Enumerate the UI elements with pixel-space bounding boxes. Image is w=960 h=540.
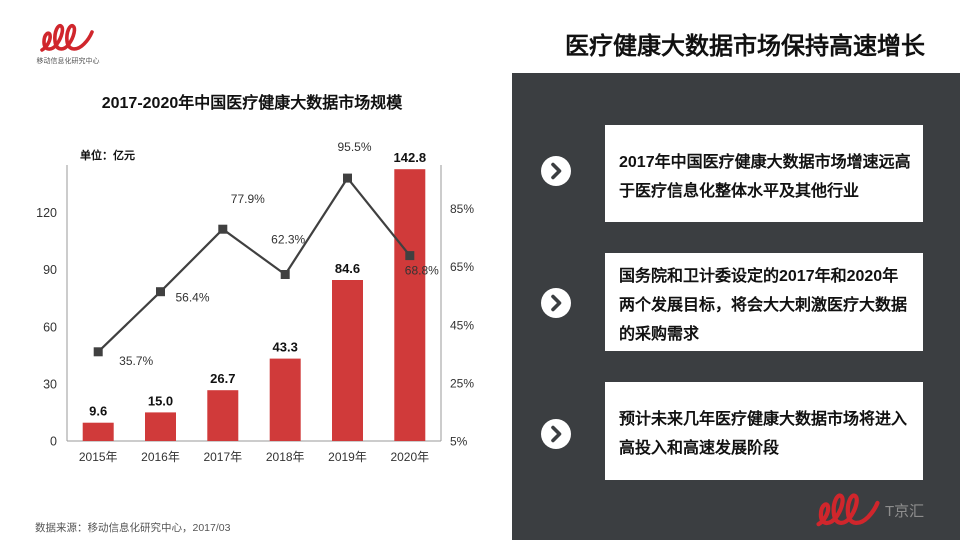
slide-title: 医疗健康大数据市场保持高速增长 xyxy=(565,33,925,60)
bar-value-label: 26.7 xyxy=(210,371,235,386)
growth-rate-label: 95.5% xyxy=(337,140,371,154)
bar-value-label: 15.0 xyxy=(148,393,173,408)
market-size-chart: 0 30 60 90 120 5% 25% 45% 65% 85% 2015年 2016年 2017年 2… xyxy=(36,140,474,464)
y-right-tick-label: 85% xyxy=(450,202,474,216)
chart-unit-label: 单位：亿元 xyxy=(80,150,135,162)
growth-rate-marker xyxy=(405,251,415,261)
market-size-bar xyxy=(394,169,426,441)
y-left-tick-label: 90 xyxy=(43,263,57,277)
x-tick-label: 2019年 xyxy=(328,450,367,464)
brand-logo-caption: 移动信息化研究中心 xyxy=(36,58,100,65)
brand-logo-icon xyxy=(816,493,880,527)
chevron-right-icon xyxy=(541,419,571,449)
y-left-tick-label: 30 xyxy=(43,377,57,391)
bar-value-label: 84.6 xyxy=(335,261,360,276)
y-right-tick-label: 5% xyxy=(450,435,468,449)
y-left-tick-label: 120 xyxy=(36,206,57,220)
right-panel: 2017年中国医疗健康大数据市场增速远高 于医疗信息化整体水平及其他行业 国务院… xyxy=(512,73,960,540)
bullet-1 xyxy=(541,156,571,186)
growth-rate-marker xyxy=(280,270,290,279)
market-size-bar xyxy=(207,390,239,441)
bar-value-label: 43.3 xyxy=(273,340,298,355)
watermark-text: T京汇 xyxy=(885,503,925,520)
growth-rate-marker xyxy=(218,224,228,234)
y-right-tick-label: 65% xyxy=(450,260,474,274)
growth-rate-line xyxy=(97,177,411,353)
axes: 0 30 60 90 120 5% 25% 45% 65% 85% 2015年 2016年 2017年 2… xyxy=(36,165,474,464)
growth-rate-label: 68.8% xyxy=(405,264,439,278)
info-line: 于医疗信息化整体水平及其他行业 xyxy=(619,182,860,200)
market-size-bar xyxy=(82,422,114,441)
market-size-bar xyxy=(145,412,176,441)
info-line: 2017年中国医疗健康大数据市场增速远高 xyxy=(619,153,911,171)
info-box-1: 2017年中国医疗健康大数据市场增速远高 于医疗信息化整体水平及其他行业 xyxy=(605,125,923,222)
growth-rate-label: 77.9% xyxy=(231,192,265,206)
growth-rate-label: 62.3% xyxy=(271,233,305,247)
bar-value-label: 142.8 xyxy=(394,150,427,165)
growth-rate-line-series xyxy=(93,173,415,357)
x-tick-label: 2017年 xyxy=(203,450,242,464)
info-box-3: 预计未来几年医疗健康大数据市场将进入 高投入和高速发展阶段 xyxy=(605,382,923,480)
growth-rate-label: 35.7% xyxy=(119,354,153,368)
bar-value-label: 9.6 xyxy=(89,404,107,419)
y-right-tick-label: 25% xyxy=(450,376,474,390)
market-size-bar xyxy=(332,280,363,441)
info-line: 两个发展目标，将会大大刺激医疗大数据 xyxy=(619,296,908,314)
brand-logo-icon xyxy=(40,23,94,52)
x-tick-label: 2015年 xyxy=(79,450,118,464)
market-size-bar xyxy=(269,358,301,441)
bullet-3 xyxy=(541,419,571,449)
growth-rate-marker xyxy=(343,173,352,183)
y-left-tick-label: 60 xyxy=(43,320,57,334)
y-left-tick-label: 0 xyxy=(50,435,57,449)
watermark-logo: T京汇 xyxy=(815,488,935,534)
data-labels: 9.6 15.0 26.7 43.3 84.6 142.8 35.7% 56.4% 77.9% 6… xyxy=(89,140,439,419)
growth-rate-label: 56.4% xyxy=(175,291,209,305)
chevron-right-icon xyxy=(541,288,571,318)
y-right-tick-label: 45% xyxy=(450,318,474,332)
bullet-2 xyxy=(541,288,571,318)
chart-title: 2017-2020年中国医疗健康大数据市场规模 xyxy=(101,95,403,112)
chevron-right-icon xyxy=(541,156,571,186)
brand-logo: 移动信息化研究中心 xyxy=(32,18,104,70)
info-box-2: 国务院和卫计委设定的2017年和2020年 两个发展目标，将会大大刺激医疗大数据… xyxy=(605,253,923,351)
info-line: 高投入和高速发展阶段 xyxy=(619,440,780,457)
x-tick-label: 2020年 xyxy=(390,450,429,464)
growth-rate-marker xyxy=(93,347,103,357)
data-source-note: 数据来源：移动信息化研究中心，2017/03 xyxy=(35,522,231,534)
info-line: 预计未来几年医疗健康大数据市场将进入 xyxy=(619,411,908,428)
info-line: 的采购需求 xyxy=(619,325,700,343)
market-size-bars xyxy=(82,169,426,441)
info-line: 国务院和卫计委设定的2017年和2020年 xyxy=(619,267,899,285)
x-tick-label: 2016年 xyxy=(141,450,180,464)
x-tick-label: 2018年 xyxy=(266,450,305,464)
growth-rate-marker xyxy=(156,287,165,297)
